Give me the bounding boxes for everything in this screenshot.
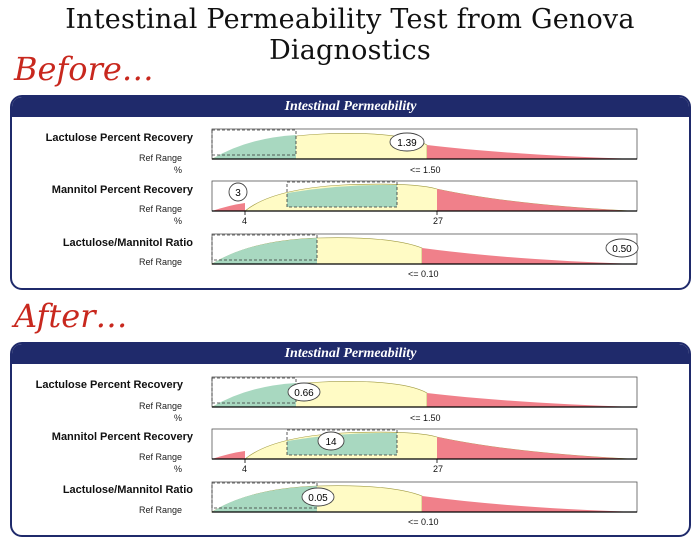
result-value: 14 bbox=[325, 437, 337, 448]
mannitol-after-chart: 14 bbox=[211, 428, 638, 463]
panel-header: Intestinal Permeability bbox=[12, 97, 689, 117]
row-label: Mannitol Percent Recovery bbox=[51, 431, 193, 443]
unit-label: % bbox=[173, 165, 182, 175]
lactulose-before-chart: 1.39 bbox=[211, 128, 638, 160]
ref-range-label: Ref Range bbox=[138, 505, 182, 515]
tick-label: 27 bbox=[433, 216, 444, 226]
ref-range-label: Ref Range bbox=[138, 257, 182, 267]
ratio-before-chart: 0.50 bbox=[210, 233, 639, 265]
unit-label: % bbox=[173, 216, 182, 226]
row-label: Lactulose Percent Recovery bbox=[35, 379, 183, 391]
unit-label: % bbox=[173, 413, 182, 423]
before-panel: Intestinal Permeability Lactulose Percen… bbox=[10, 95, 691, 290]
ref-range-label: Ref Range bbox=[138, 401, 182, 411]
row-label: Lactulose Percent Recovery bbox=[45, 132, 193, 144]
tick-label: 4 bbox=[242, 216, 248, 226]
mannitol-before-chart: 3 bbox=[211, 180, 638, 215]
after-label: After… bbox=[14, 297, 128, 335]
unit-label: % bbox=[173, 464, 182, 474]
tick-label: <= 0.10 bbox=[408, 269, 439, 279]
after-panel: Intestinal Permeability Lactulose Percen… bbox=[10, 342, 691, 537]
result-value: 0.05 bbox=[308, 493, 328, 504]
result-value: 0.66 bbox=[294, 388, 314, 399]
tick-label: <= 1.50 bbox=[410, 413, 441, 423]
ratio-after-chart: 0.05 bbox=[210, 481, 638, 513]
before-label: Before… bbox=[14, 50, 154, 88]
tick-label: <= 1.50 bbox=[410, 165, 441, 175]
ref-range-label: Ref Range bbox=[138, 452, 182, 462]
ref-range-label: Ref Range bbox=[138, 204, 182, 214]
page-title: Intestinal Permeability Test from Genova… bbox=[65, 4, 635, 66]
result-value: 3 bbox=[235, 188, 241, 199]
lactulose-after-chart: 0.66 bbox=[211, 376, 638, 408]
tick-label: 27 bbox=[433, 464, 444, 474]
panel-header: Intestinal Permeability bbox=[12, 344, 689, 364]
result-value: 0.50 bbox=[612, 244, 632, 255]
row-label: Lactulose/Mannitol Ratio bbox=[62, 484, 193, 496]
ref-range-label: Ref Range bbox=[138, 153, 182, 163]
tick-label: <= 0.10 bbox=[408, 517, 439, 527]
row-label: Lactulose/Mannitol Ratio bbox=[62, 237, 193, 249]
row-label: Mannitol Percent Recovery bbox=[51, 184, 193, 196]
tick-label: 4 bbox=[242, 464, 248, 474]
result-value: 1.39 bbox=[397, 138, 417, 149]
